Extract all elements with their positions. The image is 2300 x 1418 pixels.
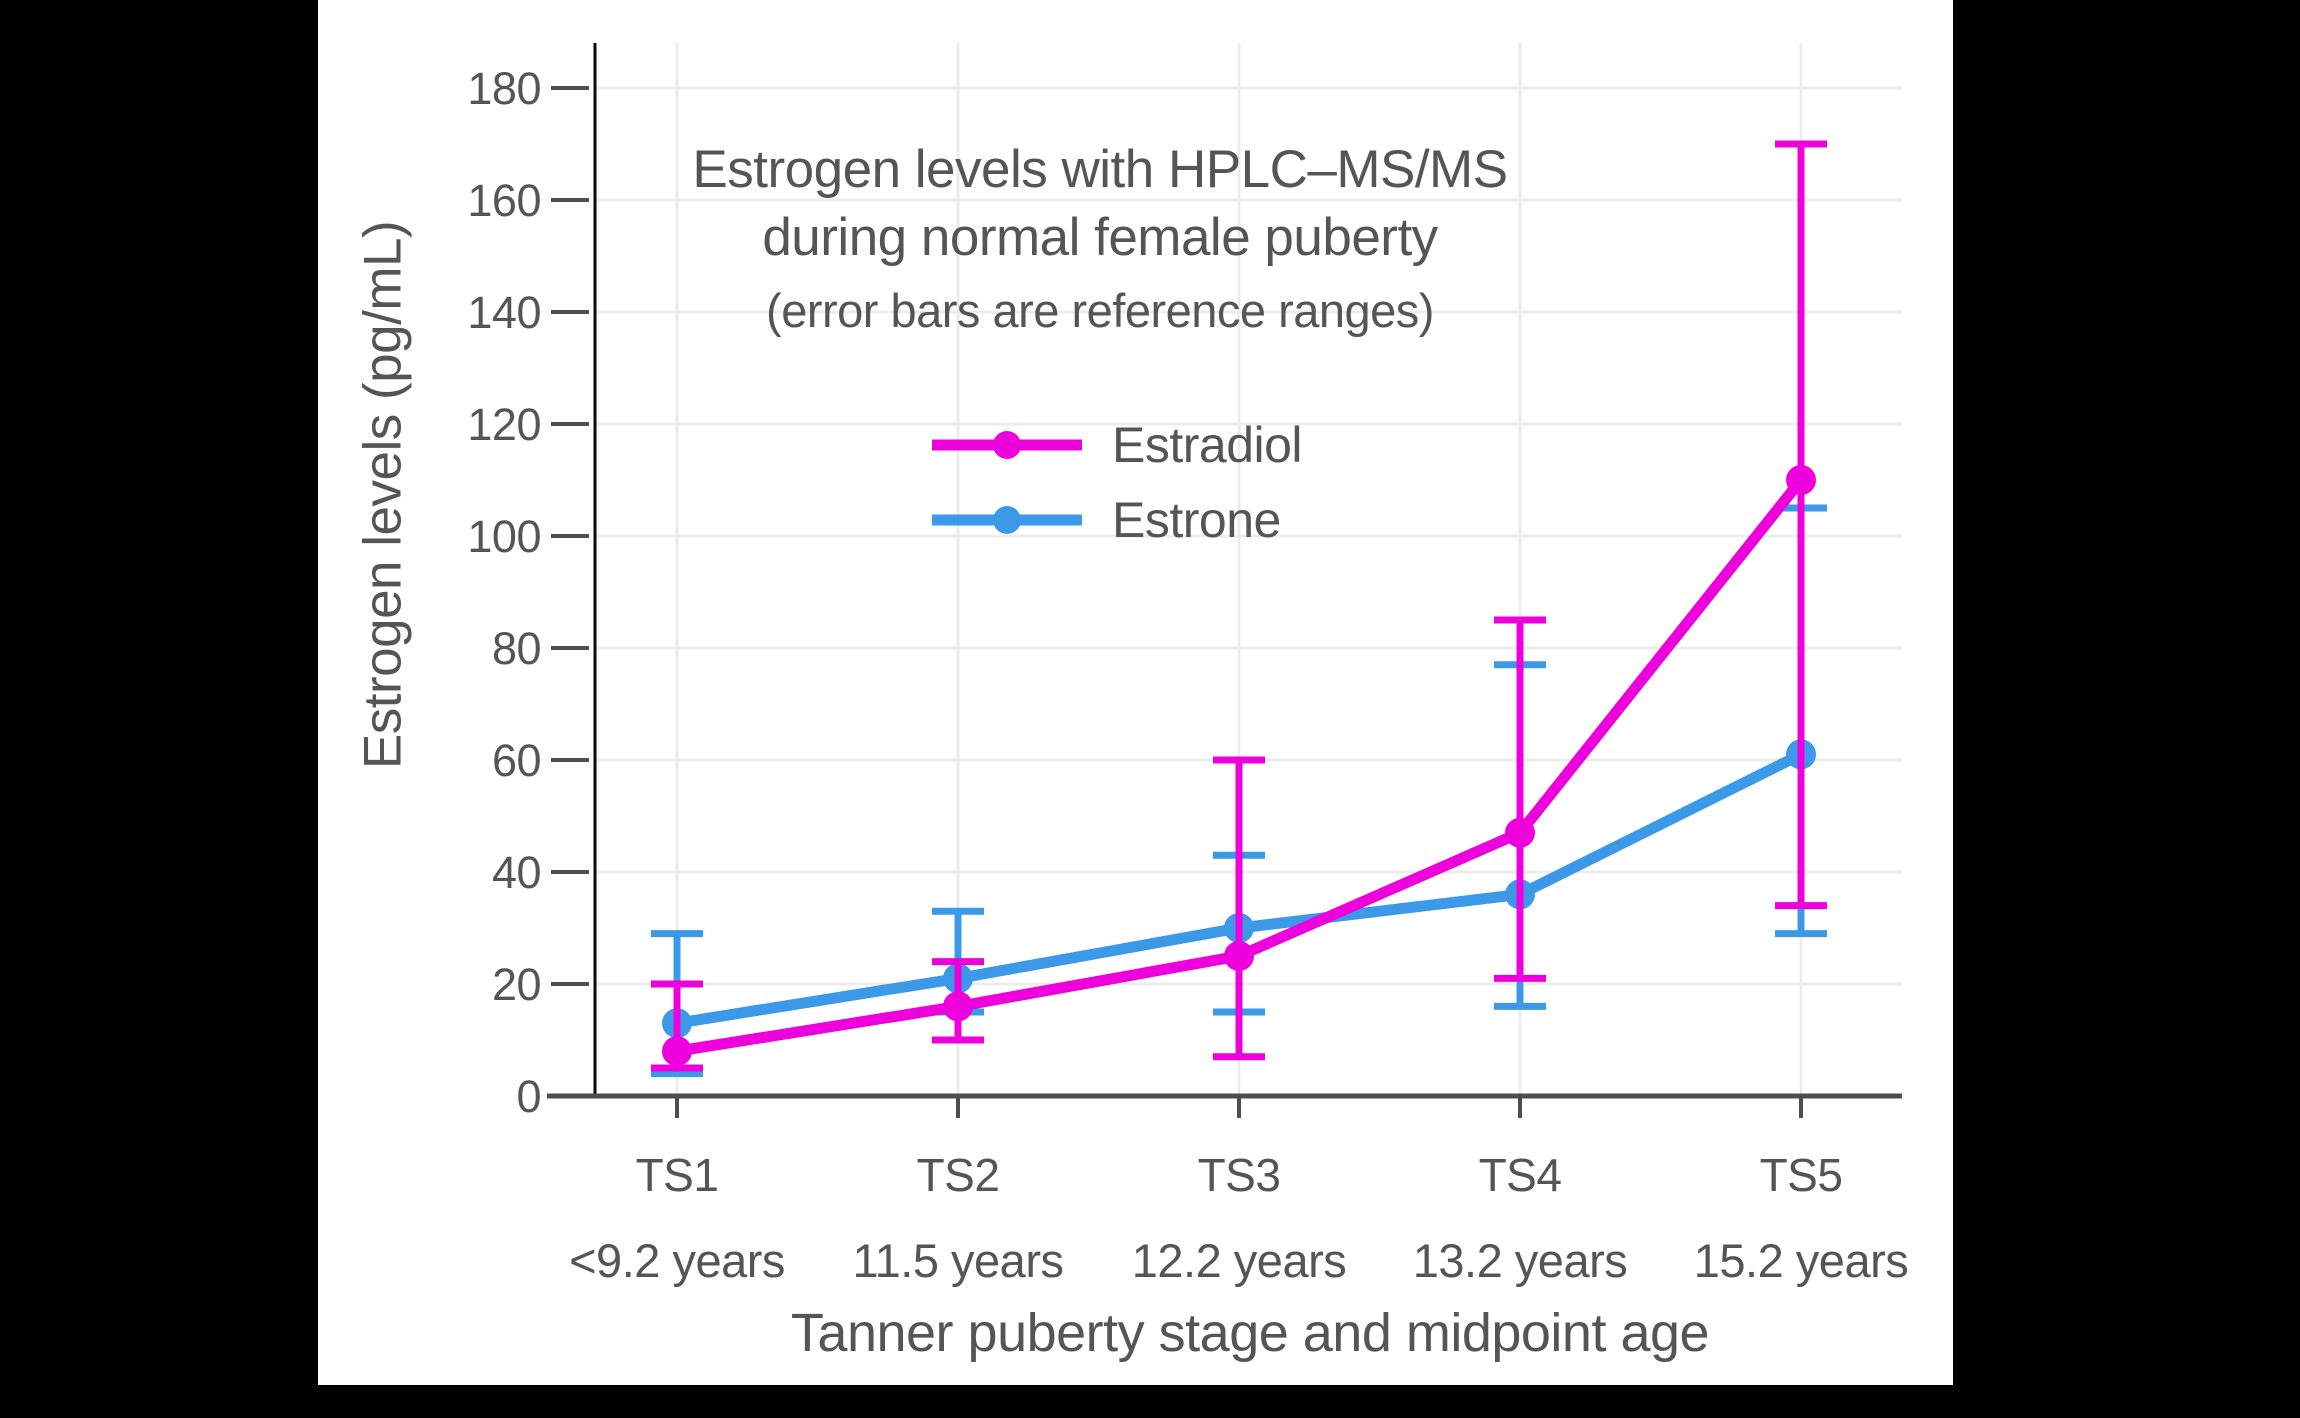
x-age-label: 12.2 years — [1132, 1234, 1346, 1287]
chart-canvas: 0 20 40 60 80 100 120 140 160 180 TS1 <9.2 years TS2… — [467, 43, 1909, 1287]
legend-marker-estradiol — [993, 431, 1021, 459]
y-tick-label: 60 — [492, 735, 541, 786]
data-point-estradiol-ts4 — [1505, 817, 1535, 848]
data-point-estradiol-ts3 — [1224, 941, 1254, 971]
x-category-label: TS1 — [636, 1149, 719, 1201]
x-category-label: TS3 — [1198, 1149, 1281, 1201]
x-age-label: 13.2 years — [1413, 1234, 1627, 1287]
y-tick-label: 120 — [467, 399, 541, 450]
data-point-estradiol-ts5 — [1786, 465, 1816, 495]
y-tick-label: 20 — [492, 959, 541, 1010]
legend-label-estradiol: Estradiol — [1112, 417, 1302, 473]
x-age-label: 11.5 years — [853, 1234, 1064, 1287]
y-tick-label: 0 — [516, 1071, 541, 1122]
x-axis-title: Tanner puberty stage and midpoint age — [790, 1303, 1710, 1363]
chart-panel: 0 20 40 60 80 100 120 140 160 180 TS1 <9.2 years TS2… — [318, 0, 1953, 1385]
chart-subtitle: (error bars are reference ranges) — [766, 284, 1434, 337]
chart-title-line1: Estrogen levels with HPLC–MS/MS — [692, 140, 1508, 199]
data-point-estradiol-ts2 — [943, 991, 973, 1022]
legend-label-estrone: Estrone — [1112, 492, 1281, 548]
y-tick-label: 180 — [467, 63, 541, 114]
data-point-estradiol-ts1 — [662, 1036, 692, 1067]
x-age-label: <9.2 years — [569, 1234, 785, 1287]
y-tick-label: 40 — [492, 847, 541, 898]
y-axis-title: Estrogen levels (pg/mL) — [353, 220, 413, 770]
x-category-label: TS4 — [1479, 1149, 1562, 1201]
y-tick-label: 160 — [467, 175, 541, 226]
x-category-label: TS2 — [917, 1149, 1000, 1201]
x-age-label: 15.2 years — [1694, 1234, 1908, 1287]
legend-marker-estrone — [993, 506, 1021, 534]
y-tick-label: 100 — [467, 511, 541, 562]
y-tick-label: 80 — [492, 623, 541, 674]
chart-title-line2: during normal female puberty — [762, 208, 1438, 267]
x-category-label: TS5 — [1760, 1149, 1843, 1201]
y-tick-label: 140 — [467, 287, 541, 338]
